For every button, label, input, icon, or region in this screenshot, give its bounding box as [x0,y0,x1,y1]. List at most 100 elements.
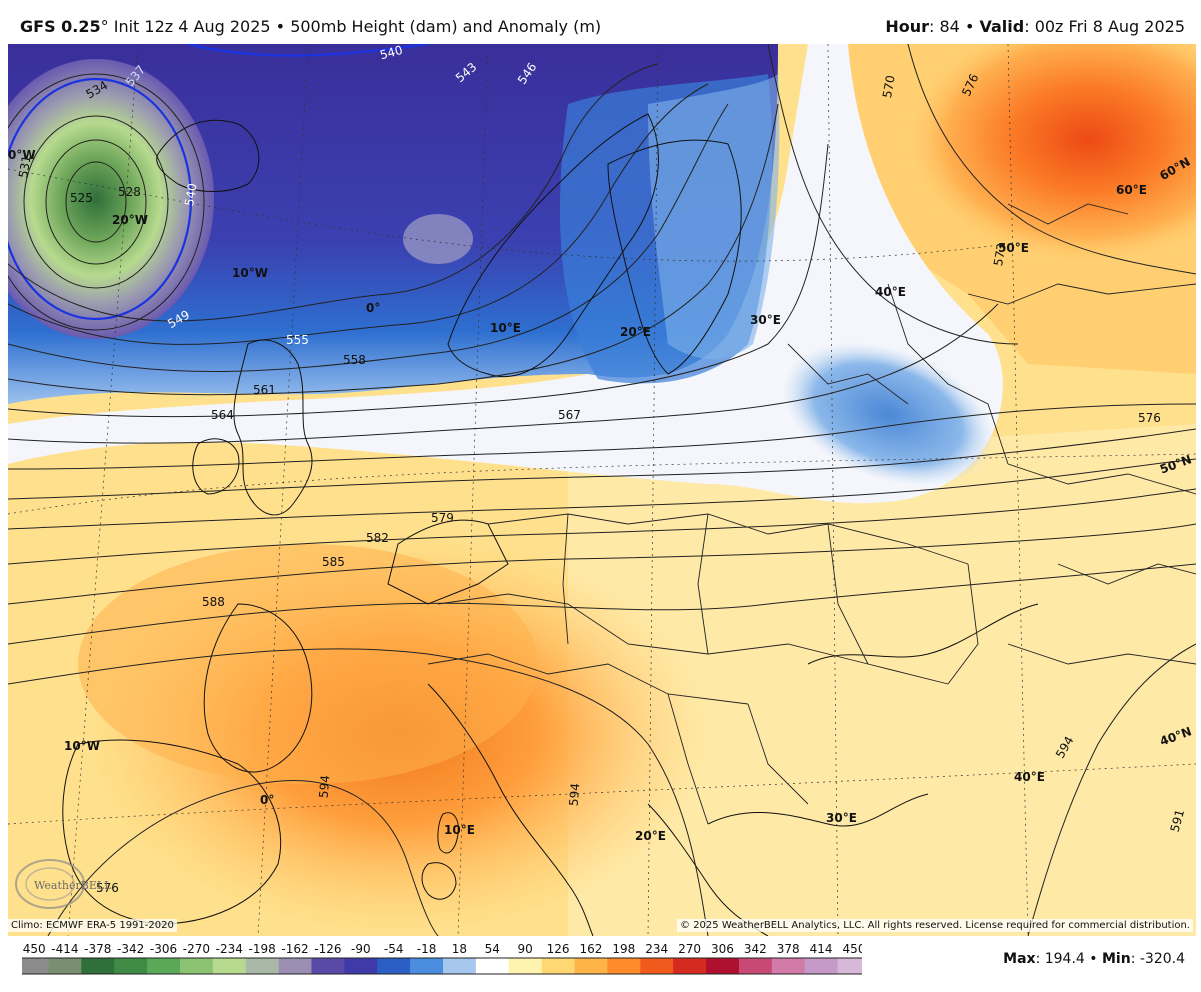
valid-separator: • [964,17,975,36]
legend-tick-label: -234 [216,942,243,956]
legend-swatch [673,958,707,974]
min-label: Min [1101,951,1131,967]
valid-label: Valid [979,17,1025,36]
contour-label: 588 [202,595,225,609]
legend-swatch [804,958,839,974]
legend-swatch [212,958,247,974]
legend-swatch [377,958,411,974]
lon-label: 0° [366,301,380,315]
contour-label: 525 [70,191,93,205]
legend-tick-label: 198 [612,942,635,956]
contour-label: 576 [1138,411,1161,425]
legend-swatch [15,958,49,974]
country-borders [427,203,1196,825]
contour-label: 564 [211,408,234,422]
weather-map[interactable]: 525 528 531 534 537 540 540 543 546 549 … [8,44,1196,936]
contour-label: 576 [96,881,119,895]
legend-tick-label: 306 [711,942,734,956]
blue-540-ring [8,77,193,321]
contour-label: 594 [567,783,583,807]
legend-tick-label: -90 [351,942,371,956]
color-legend: -450 -414 -378 -342 -306 -270 -234 -198 -162 -126… [15,940,871,980]
contour-label: 585 [322,555,345,569]
contour-label: 540 [378,44,404,62]
legend-swatch [311,958,345,974]
low-pressure-core [8,59,214,339]
legend-swatch [147,958,181,974]
max-label: Max [1003,951,1036,967]
legend-swatch [278,958,312,974]
legend-swatch [837,958,871,974]
legend-tick-label: -342 [117,942,144,956]
legend-tick-label: -306 [150,942,177,956]
contour-label: 582 [366,531,389,545]
contour-label: 567 [558,408,581,422]
init-time: Init 12z 4 Aug 2025 [113,17,271,36]
legend-swatch [771,958,806,974]
header: GFS 0.25° Init 12z 4 Aug 2025 • 500mb He… [0,0,1201,44]
climo-credit: Climo: ECMWF ERA-5 1991-2020 [8,919,177,932]
legend-swatch [344,958,378,974]
stats-separator: • [1089,951,1098,967]
lon-label: 0°W [8,148,36,162]
east-blue-blob [782,342,994,486]
min-value: : -320.4 [1130,951,1185,967]
map-canvas: 525 528 531 534 537 540 540 543 546 549 … [8,44,1196,936]
logo-text: WeatherBELL [34,879,112,892]
hour-value: : 84 [929,17,960,36]
legend-swatch [738,958,773,974]
lon-label: 10°W [232,266,268,280]
contour-label: 528 [118,185,141,199]
baltic-lightblue [648,74,780,359]
legend-swatch [179,958,214,974]
legend-swatch [443,958,477,974]
lon-label: 0° [260,793,274,807]
legend-tick-label: 270 [678,942,701,956]
legend-swatch [541,958,576,974]
lon-label: 40°E [875,285,906,299]
model-name: GFS 0.25 [20,17,101,36]
legend-tick-label: -54 [384,942,404,956]
lon-label: 60°E [1116,183,1147,197]
max-value: : 194.4 [1035,951,1085,967]
lon-label: 20°E [620,325,651,339]
contour-label: 579 [431,511,454,525]
legend-swatch [640,958,674,974]
legend-swatch [508,958,543,974]
contour-label: 591 [1168,808,1187,834]
legend-tick-label: 342 [744,942,767,956]
neutral-band [8,44,1003,504]
legend-svg: -450 -414 -378 -342 -306 -270 -234 -198 -162 -126… [15,942,871,975]
legend-tick-label: 414 [810,942,833,956]
legend-tick-label: 162 [580,942,603,956]
graticule [8,44,1196,936]
coastlines [62,113,1039,936]
chart-title: GFS 0.25° Init 12z 4 Aug 2025 • 500mb He… [20,17,601,36]
legend-tick-label: -414 [51,942,78,956]
legend-swatch [706,958,740,974]
lon-label: 30°E [826,811,857,825]
lon-label: 30°E [750,313,781,327]
degree-mark: ° [100,17,109,36]
hour-label: Hour [885,17,930,36]
legend-tick-label: -378 [84,942,111,956]
copyright-credit: © 2025 WeatherBELL Analytics, LLC. All r… [677,919,1193,932]
contour-label: 558 [343,353,366,367]
legend-tick-label: -126 [314,942,341,956]
legend-tick-label: -198 [249,942,276,956]
lon-label: 20°E [635,829,666,843]
title-separator: • [275,17,286,36]
legend-tick-label: -18 [417,942,437,956]
contour-label: 570 [880,74,898,99]
legend-tick-label: 90 [518,942,533,956]
lon-label: 40°E [1014,770,1045,784]
legend-swatch [48,958,82,974]
valid-value: : 00z Fri 8 Aug 2025 [1024,17,1185,36]
legend-swatch [114,958,148,974]
field-stats: Max: 194.4 • Min: -320.4 [1003,951,1185,967]
legend-tick-label: 234 [645,942,668,956]
legend-swatch [81,958,115,974]
product-name: 500mb Height (dam) and Anomaly (m) [290,17,602,36]
legend-swatch [475,958,510,974]
contour-label: 540 [182,182,200,207]
